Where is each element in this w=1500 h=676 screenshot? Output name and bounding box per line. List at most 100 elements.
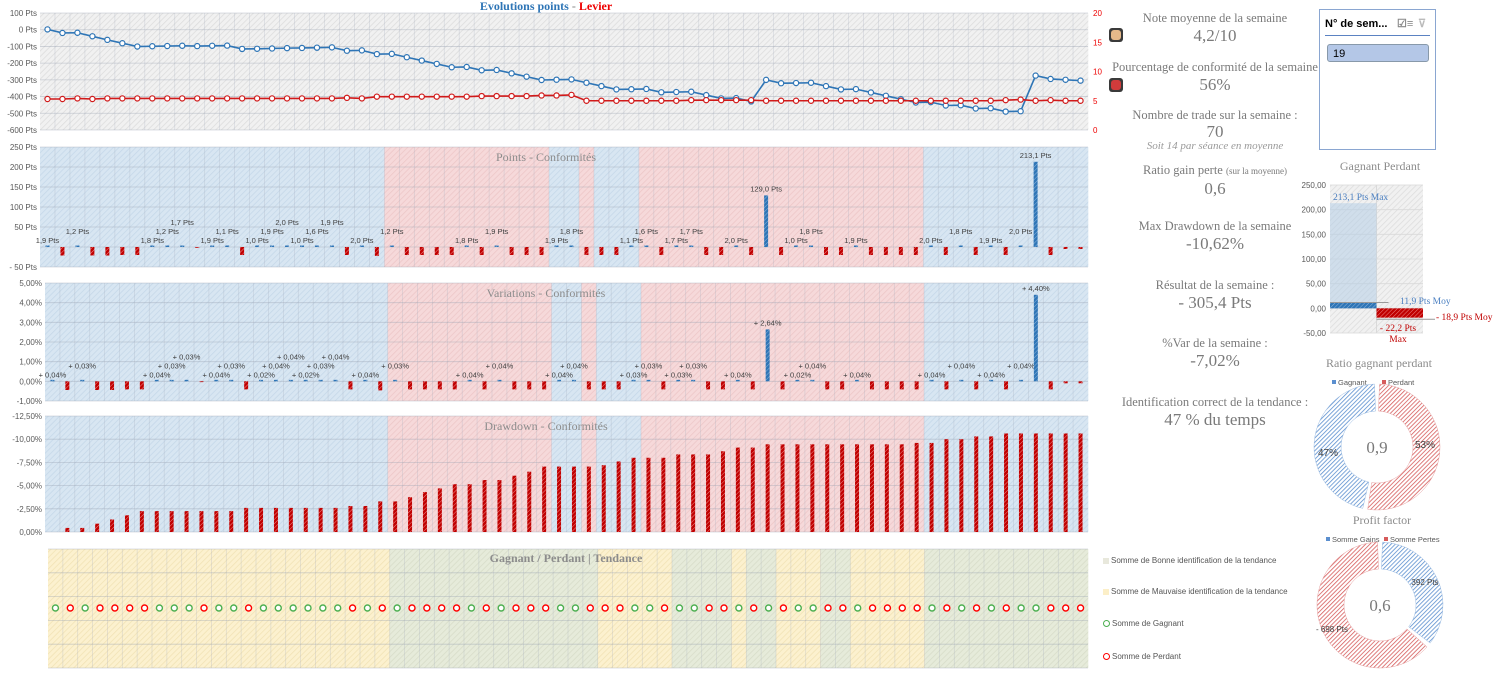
loss-bar	[229, 511, 234, 532]
loss-bar	[110, 519, 115, 532]
perdant-marker	[750, 604, 758, 612]
levier-marker	[149, 95, 156, 102]
gagnant-marker	[497, 604, 505, 612]
perdant-marker	[527, 604, 535, 612]
points-marker	[433, 60, 440, 68]
y2-tick-label: 15	[1093, 38, 1102, 47]
background-band	[551, 283, 567, 401]
gain-bar	[855, 379, 860, 382]
levier-marker	[523, 92, 530, 100]
loss-bar	[497, 480, 502, 532]
slicer-item-19[interactable]: 19	[1327, 44, 1429, 62]
gain-bar	[314, 245, 319, 247]
y2-tick-label: 10	[1093, 68, 1102, 77]
loss-bar	[199, 511, 204, 532]
center-label: 0,9	[1366, 438, 1387, 457]
background-band	[1043, 147, 1059, 267]
gain-bar	[45, 245, 50, 247]
clear-filter-icon[interactable]: ⊽	[1418, 18, 1427, 30]
gain-bar	[557, 379, 562, 382]
levier-marker	[957, 97, 964, 104]
background-band	[998, 283, 1014, 401]
background-band	[417, 416, 433, 532]
gagnant-marker	[51, 604, 60, 612]
loss-bar	[1063, 433, 1068, 532]
bar-data-label: + 0,02%	[247, 370, 275, 379]
chart-title: Variations - Conformités	[487, 286, 606, 300]
y-tick-label: - 50 Pts	[9, 263, 37, 272]
background-band	[104, 283, 120, 401]
background-band	[728, 13, 744, 130]
legend-label: Somme Pertes	[1390, 535, 1440, 544]
gagnant-marker	[1017, 604, 1025, 612]
legend-perdant: Somme de Perdant	[1103, 652, 1181, 661]
levier-marker	[448, 93, 455, 100]
background-band	[728, 147, 744, 267]
y-tick-label: -10,00%	[12, 435, 42, 444]
points-marker	[179, 42, 186, 49]
background-band	[402, 416, 418, 532]
levier-marker	[688, 96, 695, 104]
loss-bar	[527, 381, 532, 390]
loss-bar	[1004, 381, 1009, 390]
loss-bar	[616, 461, 621, 532]
background-band	[59, 283, 76, 401]
loss-bar	[348, 506, 353, 532]
loss-bar	[199, 381, 204, 383]
background-band	[343, 283, 359, 401]
points-marker	[553, 76, 560, 83]
loss-bar	[914, 442, 919, 532]
background-band	[114, 147, 131, 267]
perdant-marker	[1062, 604, 1070, 612]
legend-label: Somme Gains	[1332, 535, 1380, 544]
points-marker	[388, 50, 396, 58]
levier-marker	[253, 95, 261, 102]
background-band	[788, 147, 804, 267]
background-band	[623, 13, 640, 130]
kpi-trades-value: 70	[1206, 122, 1224, 141]
loss-bar	[509, 247, 514, 255]
multi-select-icon[interactable]: ☑≡	[1397, 18, 1414, 30]
kpi-var-label: %Var de la semaine :	[1162, 336, 1268, 350]
background-band	[309, 147, 325, 267]
points-marker	[1017, 108, 1024, 115]
bar-data-label: + 0,04%	[486, 361, 514, 370]
levier-marker	[433, 93, 440, 100]
loss-bar	[974, 436, 979, 532]
loss-bar	[135, 247, 140, 255]
background-band	[204, 13, 220, 130]
gain-bar	[1033, 161, 1038, 247]
loss-bar	[393, 501, 398, 532]
bar-data-label: + 0,04%	[277, 352, 305, 361]
kpi-ratio-value: 0,6	[1204, 179, 1226, 198]
gain-bar	[150, 245, 155, 247]
bar-data-label: + 0,04%	[262, 361, 290, 370]
points-marker	[44, 26, 51, 33]
week-slicer[interactable]: N° de sem... ☑≡ ⊽ 19	[1319, 9, 1436, 150]
loss-bar	[676, 454, 681, 532]
background-band	[474, 147, 490, 267]
gain-bar	[165, 245, 170, 247]
background-band	[462, 283, 478, 401]
loss-bar	[542, 381, 547, 390]
gain-bar	[1033, 294, 1038, 382]
gain-bar	[333, 379, 338, 382]
gain-bar	[210, 245, 215, 247]
points-marker	[628, 86, 635, 93]
background-band	[208, 283, 225, 401]
background-band	[174, 13, 191, 130]
y-tick-label: 1,00%	[19, 358, 42, 367]
gain-bar	[154, 379, 159, 382]
levier-marker	[268, 95, 276, 102]
bar-data-label: + 0,03%	[217, 361, 245, 370]
background-band	[328, 283, 344, 401]
gain-bar	[631, 379, 636, 382]
loss-bar	[110, 381, 115, 390]
levier-marker	[343, 94, 351, 102]
kpi-tendance: Identification correct de la tendance : …	[1095, 395, 1335, 430]
levier-marker	[732, 96, 740, 104]
note-indicator	[1109, 28, 1123, 42]
gain-bar	[50, 379, 55, 382]
gagnant-marker	[170, 604, 178, 612]
loss-bar	[868, 247, 873, 255]
